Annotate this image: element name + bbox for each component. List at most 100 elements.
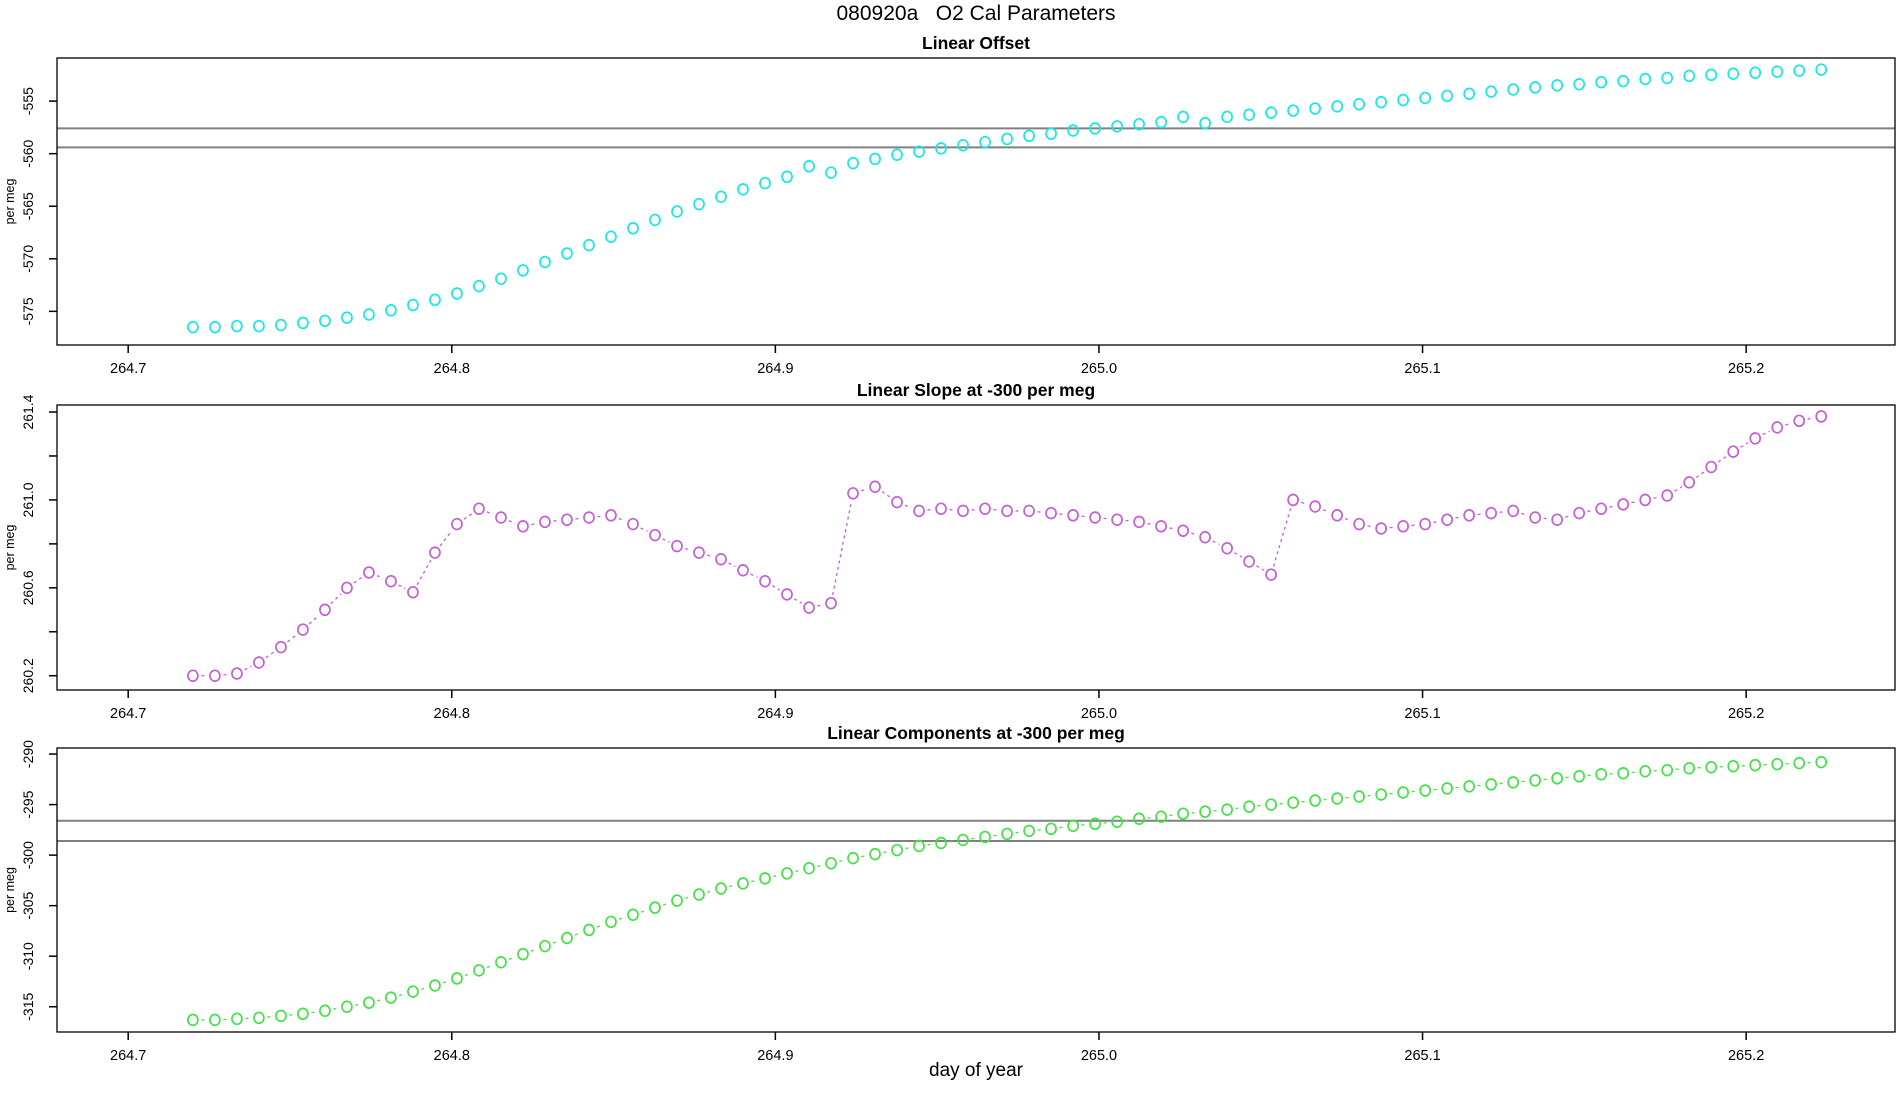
series-connector — [1653, 496, 1659, 499]
data-point — [1111, 815, 1123, 829]
data-point — [187, 669, 199, 682]
data-point — [1089, 511, 1101, 524]
data-point — [275, 640, 287, 654]
data-point — [913, 145, 925, 158]
data-point — [1771, 421, 1784, 434]
series-connector — [640, 909, 648, 913]
data-points — [187, 63, 1828, 334]
data-point — [517, 520, 529, 533]
data-point — [693, 888, 705, 901]
data-point — [1067, 509, 1079, 522]
series-connector — [971, 508, 977, 511]
x-tick-label: 265.0 — [1081, 1048, 1117, 1064]
data-point — [429, 546, 441, 559]
panel-title: Linear Components at -300 per meg — [827, 723, 1125, 743]
data-point — [1661, 71, 1674, 85]
data-point — [1441, 89, 1453, 103]
data-point — [1595, 75, 1608, 89]
data-point — [1595, 768, 1608, 781]
data-point — [1375, 95, 1387, 109]
series-connector — [1631, 500, 1637, 504]
panel-title: Linear Offset — [922, 33, 1030, 53]
series-connector — [860, 488, 868, 492]
data-point — [979, 502, 991, 515]
series-connector — [1433, 520, 1439, 524]
main-title: 080920a O2 Cal Parameters — [836, 2, 1116, 25]
data-point — [1749, 432, 1762, 445]
data-point — [1397, 93, 1409, 107]
series-connector — [971, 837, 977, 840]
series-connector — [330, 593, 342, 605]
data-point — [1727, 759, 1740, 773]
data-point — [1573, 506, 1586, 520]
data-point — [1155, 115, 1167, 129]
data-point — [1419, 91, 1431, 105]
data-point — [1749, 758, 1762, 772]
series-connector — [416, 559, 432, 586]
y-tick-label: 260.6 — [20, 570, 36, 605]
series-connector — [1587, 509, 1593, 513]
data-point — [1639, 764, 1652, 778]
data-point — [781, 170, 793, 184]
data-point — [363, 566, 375, 579]
data-point — [1419, 784, 1431, 797]
data-point — [1683, 476, 1696, 489]
data-point — [737, 563, 749, 577]
series-connector — [832, 501, 853, 595]
y-tick-label: -300 — [20, 841, 36, 869]
data-point — [1045, 506, 1057, 520]
data-point — [1793, 414, 1806, 428]
data-point — [1705, 68, 1718, 82]
data-point — [1199, 531, 1211, 544]
series-connector — [618, 517, 626, 522]
data-point — [1573, 78, 1586, 91]
data-point — [275, 318, 287, 332]
data-point — [1331, 509, 1343, 522]
series-connector — [1411, 524, 1417, 527]
y-tick-label: 261.4 — [20, 394, 36, 429]
data-point — [1507, 83, 1520, 96]
x-tick-label: 264.7 — [110, 1048, 146, 1064]
data-point — [1617, 767, 1630, 780]
series-connector — [574, 932, 582, 936]
data-point — [957, 139, 969, 152]
data-point — [781, 588, 793, 601]
data-point — [1375, 522, 1387, 535]
series-connector — [1169, 814, 1175, 817]
data-point — [1463, 509, 1476, 522]
data-point — [781, 867, 793, 880]
data-point — [1661, 489, 1674, 502]
panel-3: -315 -310 -305 -300 -295 -290 264.7 264.8 264.9 2… — [3, 723, 1896, 1064]
data-point — [1287, 796, 1299, 809]
data-point — [1199, 805, 1211, 818]
data-point — [1023, 504, 1035, 518]
data-point — [297, 1007, 309, 1021]
data-point — [1749, 66, 1762, 79]
data-point — [649, 528, 661, 542]
series-connector — [773, 874, 779, 878]
data-point — [1089, 817, 1101, 831]
y-tick-label: -310 — [20, 942, 36, 970]
data-point — [1727, 445, 1740, 458]
panel-1: -575 -570 -565 -560 -555 264.7 264.8 264.9 265.0… — [3, 33, 1896, 377]
y-tick-label: -570 — [20, 245, 36, 273]
data-point — [407, 585, 419, 599]
series-connector — [685, 896, 691, 899]
series-connector — [1499, 511, 1505, 513]
data-point — [1705, 460, 1718, 474]
series-connector — [463, 513, 473, 520]
data-point — [1463, 87, 1476, 100]
x-tick-label: 265.2 — [1728, 361, 1764, 377]
series-connector — [1191, 532, 1198, 536]
data-point — [1617, 74, 1630, 88]
data-point — [1045, 127, 1057, 140]
series-connector — [508, 520, 516, 524]
series-connector — [861, 855, 867, 858]
data-point — [759, 872, 771, 885]
series-connector — [1125, 519, 1131, 522]
x-tick-label: 264.9 — [757, 706, 793, 722]
series-connector — [1717, 455, 1727, 463]
y-tick-label: -290 — [20, 740, 36, 768]
series-connector — [1521, 512, 1528, 516]
